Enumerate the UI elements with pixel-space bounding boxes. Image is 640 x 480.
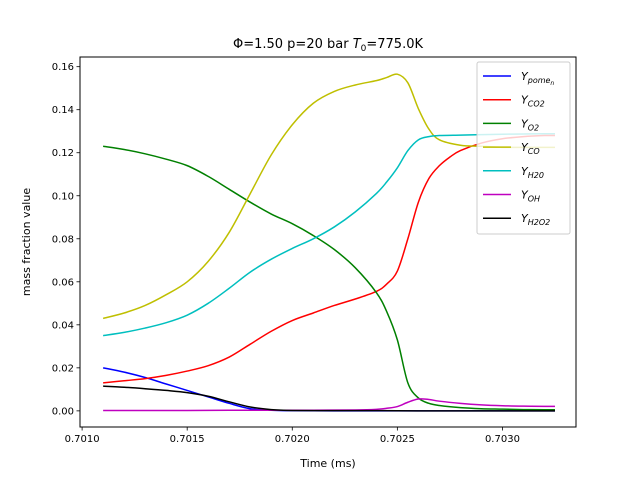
x-tick-label: 0.7010 [65, 434, 100, 445]
y-tick-label: 0.02 [52, 363, 74, 374]
y-tick-label: 0.06 [52, 277, 74, 288]
legend-label-co: YCO [521, 141, 540, 156]
y-tick-label: 0.12 [52, 148, 74, 159]
legend-label-oh: YOH [521, 189, 540, 204]
x-axis: 0.7010 0.7015 0.7020 0.7025 0.7030 [65, 427, 520, 445]
plot-lines [102, 73, 555, 412]
series-line-oh [103, 398, 555, 412]
legend-label-h2o2: YH2O2 [521, 212, 550, 227]
legend-label-co2: YCO2 [521, 94, 545, 109]
x-tick-label: 0.7025 [380, 434, 415, 445]
y-tick-label: 0.08 [52, 234, 74, 245]
x-tick-label: 0.7015 [170, 434, 205, 445]
x-tick-label: 0.7030 [485, 434, 520, 445]
legend: Ypomen YCO2 YO2 YCO YH20 YOH YH2O2 [476, 61, 571, 235]
legend-box [476, 61, 571, 235]
y-tick-label: 0.14 [52, 105, 74, 116]
y-tick-label: 0.10 [52, 191, 74, 202]
y-axis: 0.00 0.02 0.04 0.06 0.08 0.10 0.12 0.14 0.16 [52, 62, 80, 417]
y-tick-label: 0.04 [52, 320, 74, 331]
plot-frame [79, 56, 577, 428]
legend-label-pome: Ypomen [521, 70, 554, 87]
y-axis-label: mass fraction value [20, 188, 33, 296]
legend-label-h20: YH20 [521, 165, 544, 180]
y-tick-label: 0.16 [52, 62, 74, 73]
series-line-o2 [103, 145, 555, 411]
y-tick-label: 0.00 [52, 406, 74, 417]
x-axis-label: Time (ms) [299, 457, 355, 470]
x-tick-label: 0.7020 [275, 434, 310, 445]
series-line-h2o2 [103, 385, 555, 412]
legend-label-o2: YO2 [521, 117, 539, 132]
chart-title: Φ=1.50 p=20 bar T0=775.0K [233, 37, 424, 54]
